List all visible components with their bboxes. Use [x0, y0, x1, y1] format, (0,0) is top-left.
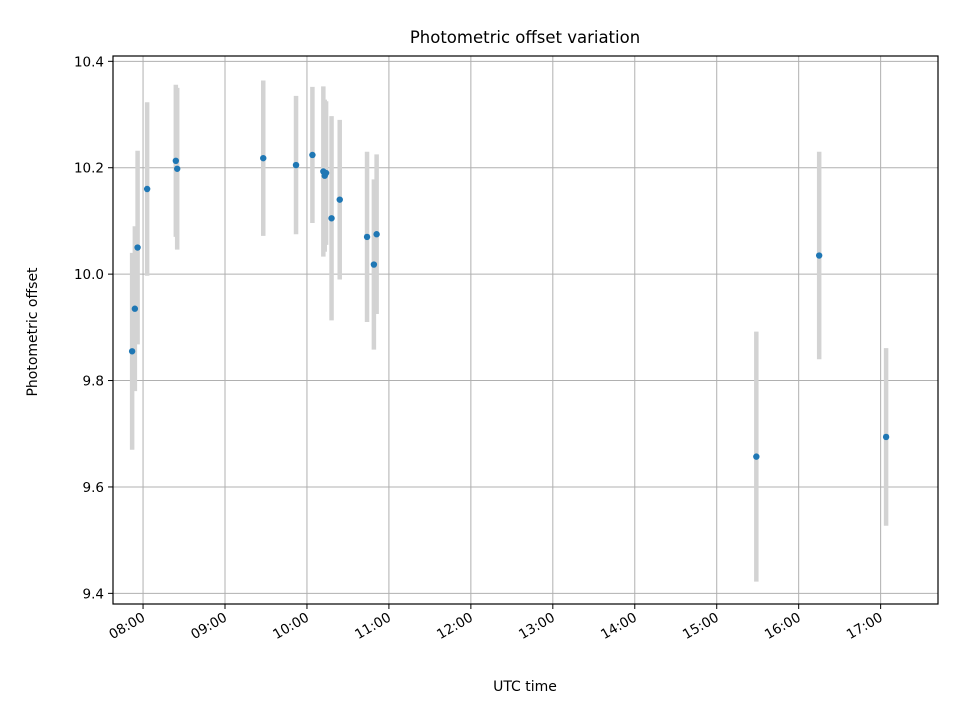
- data-point: [370, 261, 378, 268]
- y-tick-label: 9.6: [83, 480, 104, 496]
- data-point: [322, 169, 330, 177]
- data-point: [292, 161, 300, 169]
- y-tick-label: 9.4: [83, 586, 104, 602]
- data-points: [128, 151, 890, 460]
- data-point: [260, 154, 267, 162]
- data-point: [882, 433, 890, 441]
- data-point: [328, 215, 335, 222]
- data-point: [373, 231, 380, 238]
- grid-lines: [113, 56, 938, 604]
- plot-frame: [112, 55, 939, 605]
- x-axis-label: UTC time: [493, 679, 557, 695]
- data-point: [172, 157, 180, 165]
- chart-title: Photometric offset variation: [410, 28, 640, 47]
- y-axis-label: Photometric offset: [25, 267, 41, 397]
- data-point: [143, 185, 151, 193]
- data-point: [363, 233, 371, 241]
- data-point: [134, 244, 141, 251]
- data-point: [131, 305, 139, 312]
- data-point: [128, 348, 136, 355]
- data-point: [815, 252, 823, 259]
- data-point: [753, 453, 760, 460]
- y-tick-label: 10.0: [74, 267, 104, 283]
- y-tick-label: 10.4: [74, 54, 104, 70]
- data-point: [173, 165, 181, 172]
- data-point: [336, 196, 343, 203]
- data-point: [309, 151, 316, 159]
- y-tick-label: 9.8: [83, 374, 104, 390]
- y-tick-label: 10.2: [74, 161, 104, 177]
